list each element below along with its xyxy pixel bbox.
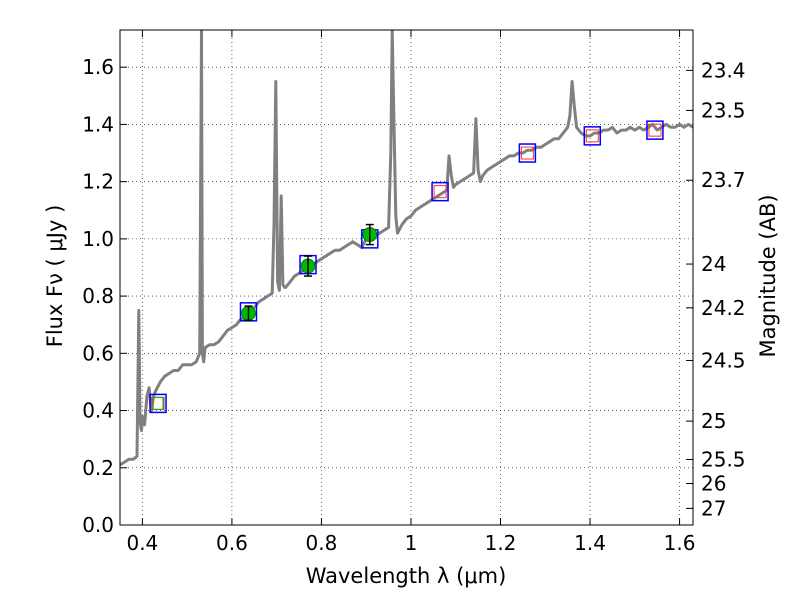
magnitude-tick-label: 25: [701, 409, 726, 433]
model-photometry-marker: [646, 120, 664, 140]
y-tick-label: 1.0: [82, 227, 114, 251]
y-tick-label: 0.0: [82, 513, 114, 537]
observed-band-marker: [152, 396, 164, 410]
upper-limit-marker: [520, 146, 534, 160]
y-tick-label: 0.4: [82, 399, 114, 423]
magnitude-tick-label: 23.7: [701, 168, 746, 192]
magnitude-tick-label: 24.5: [701, 348, 746, 372]
model-photometry-marker: [431, 181, 449, 202]
magnitude-tick-label: 27: [701, 496, 726, 520]
x-tick-label: 1.2: [485, 531, 517, 555]
y-tick-label: 1.6: [82, 55, 114, 79]
upper-limit-marker: [585, 129, 599, 143]
y-tick-label: 1.2: [82, 170, 114, 194]
model-photometry-marker: [518, 143, 537, 163]
x-tick-label: 1.6: [664, 531, 696, 555]
x-tick-label: 1.4: [574, 531, 606, 555]
magnitude-tick-label: 23.5: [701, 98, 746, 122]
x-tick-label: 0.4: [126, 531, 158, 555]
y-tick-label: 0.2: [82, 456, 114, 480]
x-tick-label: 0.6: [216, 531, 248, 555]
y-tick-label: 0.6: [82, 341, 114, 365]
upper-limit-marker: [648, 123, 662, 137]
x-tick-label: 1: [405, 531, 418, 555]
y-axis-label: Flux Fν ( μJy ): [43, 205, 67, 348]
magnitude-tick-label: 25.5: [701, 447, 746, 471]
axis-ticks: 0.4 0.6 0.8 1 1.2 1.4 1.6 0.0 0.2 0.4 0.6 0.8 1.0 1.2…: [82, 30, 746, 555]
model-photometry-marker: [149, 393, 167, 414]
x-tick-label: 0.8: [306, 531, 338, 555]
y-tick-label: 0.8: [82, 284, 114, 308]
upper-limit-marker: [433, 185, 447, 199]
y-tick-label: 1.4: [82, 112, 114, 136]
spectrum-line: [120, 30, 693, 467]
magnitude-tick-label: 23.4: [701, 58, 746, 82]
y-axis-right-label: Magnitude (AB): [756, 194, 780, 357]
magnitude-tick-label: 24: [701, 252, 726, 276]
magnitude-tick-label: 24.2: [701, 296, 746, 320]
photometry-markers: [149, 120, 664, 414]
grid-lines: [120, 30, 693, 526]
spectrum-series: [120, 30, 693, 467]
magnitude-tick-label: 26: [701, 472, 726, 496]
plot-frame: [119, 29, 694, 526]
x-axis-label: Wavelength λ (μm): [306, 564, 507, 588]
model-photometry-marker: [583, 126, 602, 146]
